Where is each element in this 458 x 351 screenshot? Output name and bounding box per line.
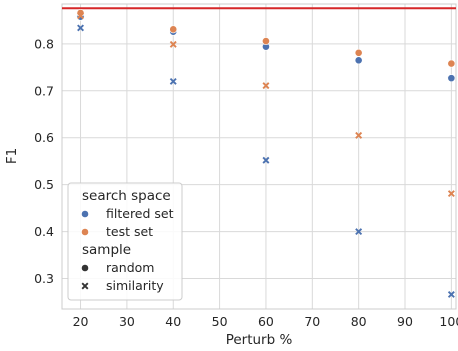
x-tick-label: 90 bbox=[397, 314, 413, 329]
data-point bbox=[77, 12, 85, 20]
x-tick-label: 60 bbox=[258, 314, 274, 329]
legend-entry-label: test set bbox=[106, 224, 153, 239]
legend-box bbox=[67, 182, 183, 301]
x-tick-label: 40 bbox=[165, 314, 181, 329]
x-tick-label: 100 bbox=[439, 314, 458, 329]
y-tick-label: 0.3 bbox=[34, 271, 54, 286]
data-point bbox=[447, 190, 455, 198]
data-points bbox=[76, 9, 456, 298]
legend-entry-label: similarity bbox=[106, 278, 164, 293]
legend-marker bbox=[81, 282, 89, 290]
data-point bbox=[447, 74, 456, 83]
legend-marker bbox=[81, 264, 89, 272]
x-tick-label: 70 bbox=[304, 314, 320, 329]
y-tick-label: 0.6 bbox=[34, 130, 54, 145]
x-tick-label: 80 bbox=[351, 314, 367, 329]
data-point bbox=[169, 40, 177, 48]
tick-labels: 20 30 40 50 60 70 80 90 100 0.3 0.4 0.5 0.6 0.7 0.8 bbox=[34, 36, 458, 329]
legend: search space filtered set test set sample ra… bbox=[67, 182, 183, 301]
legend-entry-label: filtered set bbox=[106, 206, 174, 221]
data-point bbox=[77, 24, 85, 32]
y-axis-label: F1 bbox=[4, 148, 20, 164]
data-point bbox=[447, 290, 455, 298]
y-tick-label: 0.4 bbox=[34, 224, 54, 239]
x-tick-label: 30 bbox=[119, 314, 135, 329]
data-point bbox=[447, 59, 456, 68]
plot-area-frame bbox=[61, 3, 457, 310]
data-point bbox=[355, 131, 363, 139]
legend-section-title: search space bbox=[82, 188, 171, 204]
legend-marker bbox=[81, 228, 89, 236]
legend-entry-label: random bbox=[106, 260, 154, 275]
data-point bbox=[169, 77, 177, 85]
y-tick-label: 0.8 bbox=[34, 36, 54, 51]
legend-section-title: sample bbox=[82, 242, 131, 258]
data-point bbox=[262, 82, 270, 90]
data-point bbox=[262, 156, 270, 164]
x-tick-label: 50 bbox=[212, 314, 228, 329]
data-point bbox=[262, 37, 270, 45]
x-tick-label: 20 bbox=[73, 314, 89, 329]
y-tick-label: 0.7 bbox=[34, 83, 54, 98]
y-tick-label: 0.5 bbox=[34, 177, 54, 192]
data-point bbox=[355, 228, 363, 236]
legend-marker bbox=[81, 210, 89, 218]
data-point bbox=[354, 56, 363, 65]
data-point bbox=[354, 48, 363, 57]
data-point bbox=[169, 25, 178, 34]
x-axis-label: Perturb % bbox=[226, 332, 293, 348]
